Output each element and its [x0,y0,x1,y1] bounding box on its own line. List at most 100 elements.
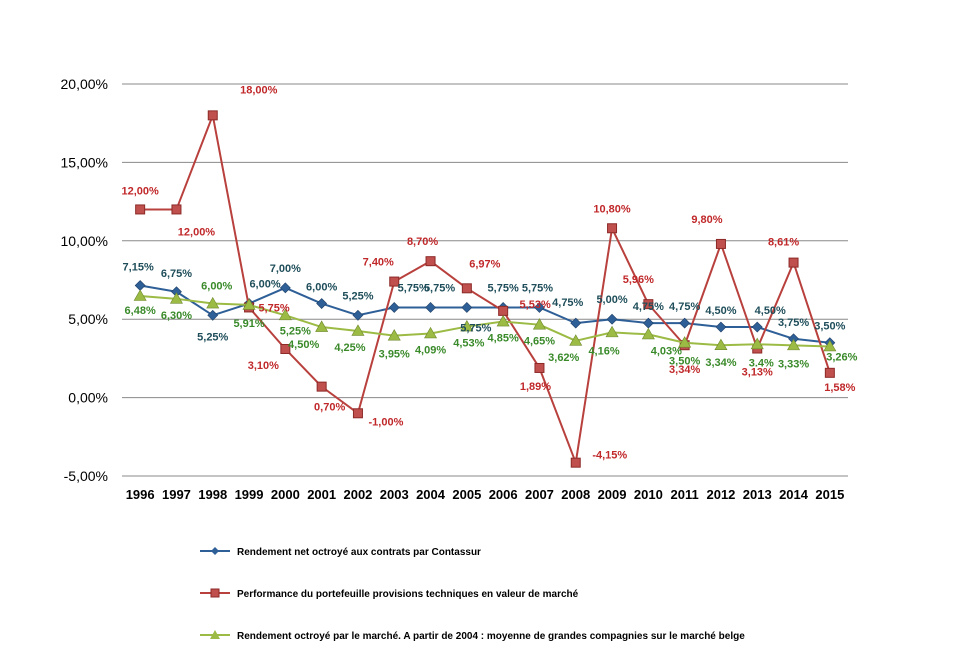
data-label: 5,75% [258,302,289,314]
data-point-diamond [425,302,436,313]
data-point-triangle [424,326,438,339]
data-label: 9,80% [691,214,722,226]
data-point-triangle [750,337,764,350]
series-line [140,294,830,348]
data-label: -4,15% [592,450,627,462]
data-point-triangle [133,289,147,301]
data-point-diamond [352,309,364,321]
data-label: 3.4% [749,357,774,369]
data-point-triangle [387,329,401,341]
data-point-square [389,276,400,287]
data-label: 5,25% [280,325,311,337]
data-label: 6,00% [249,279,280,291]
x-tick-label: 2005 [452,487,481,502]
grid-lines [122,83,848,477]
data-point-square [607,223,618,234]
data-point-square [171,204,182,215]
y-tick-label: 15,00% [61,154,108,170]
data-label: 4,53% [453,338,484,350]
data-point-diamond [751,321,763,333]
data-point-square [207,110,218,121]
data-point-diamond [279,282,291,294]
data-point-square [425,256,436,267]
data-point-square [824,367,835,378]
data-label: 4,16% [588,345,619,357]
legend: Rendement net octroyé aux contrats par C… [200,547,745,642]
data-label: 7,00% [270,263,301,275]
data-label: 5,53% [520,299,551,311]
data-label: 4,50% [288,339,319,351]
x-tick-label: 2013 [743,487,772,502]
x-tick-label: 2014 [779,487,809,502]
data-label: 7,15% [123,261,154,273]
data-label: 4,75% [633,301,664,313]
data-label: 7,40% [363,257,394,269]
data-label: 5,75% [522,282,553,294]
series-line [139,284,830,344]
data-point-diamond [715,321,727,333]
data-point-triangle [460,319,474,332]
legend-label: Performance du portefeuille provisions t… [237,589,579,600]
x-tick-label: 2003 [380,487,409,502]
legend-marker-triangle [210,630,220,639]
data-label: 5,00% [596,294,627,306]
x-tick-label: 1996 [126,487,155,502]
legend-label: Rendement net octroyé aux contrats par C… [237,547,481,558]
data-label: 12,00% [121,185,159,197]
data-point-triangle [169,292,183,304]
data-label: 5,75% [488,282,519,294]
data-label: 4,09% [415,344,446,356]
data-label: 5,25% [342,290,373,302]
data-point-square [534,362,545,373]
data-point-square [788,257,799,268]
y-tick-label: 5,00% [68,311,108,327]
data-point-triangle [532,318,546,330]
data-label: 1,89% [520,381,551,393]
data-point-diamond [606,313,618,325]
x-tick-label: 2006 [489,487,518,502]
data-label: 1,58% [824,382,855,394]
data-label: 3,33% [778,358,809,370]
data-label: 5,25% [197,331,228,343]
data-point-diamond [134,280,146,291]
data-point-diamond [207,309,219,321]
series-line [140,114,831,464]
data-point-square [352,408,363,419]
x-tick-label: 1999 [235,487,264,502]
data-label: 4,85% [488,333,519,345]
data-label: 0,70% [314,402,345,414]
data-label: 5,75% [398,282,429,294]
data-label: 3,95% [379,349,410,361]
data-label: 6,00% [306,282,337,294]
data-label: 5,91% [233,318,264,330]
data-point-square [643,299,654,310]
data-label: 3,13% [742,367,773,379]
legend-marker-square [210,588,220,598]
data-point-triangle [714,338,728,351]
data-point-triangle [605,325,619,338]
data-point-triangle [496,314,510,327]
data-label: 6,00% [201,281,232,293]
data-label: 3,50% [669,356,700,368]
data-point-square [715,238,726,249]
x-tick-label: 2011 [671,487,699,502]
x-tick-label: 2008 [561,487,590,502]
data-label: 5,75% [424,282,455,294]
x-axis-ticks: 1996 1997 1998 1999 2000 2001 2002 2003 2004 2005… [126,487,845,502]
data-label: 6,48% [125,305,156,317]
y-axis-ticks: -5,00% 0,00% 5,00% 10,00% 15,00% 20,00% [61,76,108,484]
data-point-square [135,204,146,215]
legend-label: Rendement octroyé par le marché. A parti… [237,631,745,642]
x-tick-label: 1997 [162,487,191,502]
legend-marker-diamond [211,547,219,555]
data-point-triangle [206,296,220,309]
data-point-triangle [641,327,655,340]
data-point-square [280,343,291,354]
x-tick-label: 2004 [416,487,446,502]
data-point-triangle [242,298,256,310]
y-tick-label: 10,00% [61,233,108,249]
x-tick-label: 2007 [525,487,554,502]
data-label: 8,70% [407,236,438,248]
series-group [133,110,837,468]
